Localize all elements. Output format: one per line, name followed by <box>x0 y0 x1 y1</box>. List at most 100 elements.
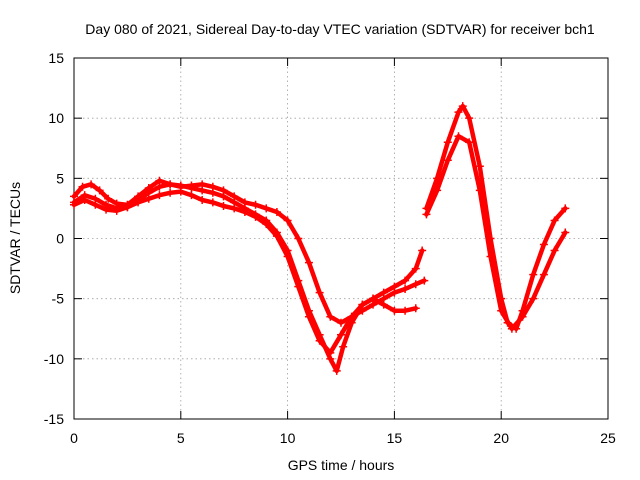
data-point-marker <box>80 195 89 204</box>
data-point-marker <box>411 280 420 289</box>
data-point-marker <box>104 194 113 203</box>
data-point-marker <box>283 216 292 225</box>
data-point-marker <box>262 220 271 229</box>
data-point-marker <box>379 288 388 297</box>
data-point-marker <box>112 206 121 215</box>
data-point-marker <box>326 348 335 357</box>
data-point-marker <box>91 200 100 209</box>
grid <box>74 58 608 419</box>
data-point-marker <box>332 366 341 375</box>
data-point-marker <box>358 300 367 309</box>
data-point-marker <box>411 304 420 313</box>
data-point-marker <box>337 330 345 339</box>
data-point-marker <box>251 200 260 209</box>
data-point-marker <box>219 202 228 211</box>
data-point-marker <box>198 186 207 195</box>
data-point-marker <box>401 306 410 315</box>
data-point-marker <box>401 276 410 285</box>
data-point-marker <box>187 183 196 192</box>
axis-ticks: 0 5 10 15 20 25 -15 -10 -5 0 5 10 15 <box>44 50 616 446</box>
data-point-marker <box>390 282 399 291</box>
data-point-marker <box>486 252 495 261</box>
data-point-marker <box>262 204 271 213</box>
series-line-track-3 <box>71 189 425 356</box>
data-point-marker <box>294 282 303 291</box>
data-point-marker <box>443 156 452 165</box>
data-point-marker <box>208 198 217 207</box>
y-tick-label: 5 <box>56 170 64 186</box>
data-point-marker <box>529 294 538 303</box>
y-tick-label: -5 <box>52 291 65 307</box>
y-tick-label: 0 <box>56 231 64 247</box>
data-point-marker <box>420 276 429 285</box>
series-line-track-5 <box>424 133 568 332</box>
x-tick-label: 5 <box>177 430 185 446</box>
data-point-marker <box>390 306 399 315</box>
data-point-marker <box>176 187 185 196</box>
x-axis-label: GPS time / hours <box>288 457 395 473</box>
data-point-marker <box>166 180 175 189</box>
data-point-marker <box>465 138 474 147</box>
data-point-marker <box>550 216 559 225</box>
data-point-marker <box>102 205 111 214</box>
data-point-marker <box>251 212 260 221</box>
data-point-marker <box>475 162 484 171</box>
data-point-marker <box>458 102 467 111</box>
data-point-marker <box>240 208 249 217</box>
x-tick-label: 25 <box>600 430 616 446</box>
data-point-marker <box>443 138 452 147</box>
y-tick-label: 15 <box>48 50 64 66</box>
data-point-marker <box>561 204 570 213</box>
data-point-marker <box>550 246 559 255</box>
data-point-marker <box>507 324 516 333</box>
data-point-marker <box>454 132 463 141</box>
data-point-marker <box>369 294 378 303</box>
x-tick-label: 0 <box>70 430 78 446</box>
data-point-marker <box>418 246 427 255</box>
series-line-track-4 <box>424 103 568 332</box>
data-point-marker <box>155 191 164 200</box>
x-tick-label: 20 <box>493 430 509 446</box>
data-point-marker <box>70 200 78 209</box>
x-tick-label: 10 <box>280 430 296 446</box>
data-point-marker <box>166 188 175 197</box>
data-point-marker <box>326 312 335 321</box>
y-axis-label: SDTVAR / TECUs <box>7 182 23 294</box>
data-point-marker <box>283 252 292 261</box>
data-point-marker <box>315 288 324 297</box>
data-point-marker <box>497 306 506 315</box>
data-point-marker <box>208 188 217 197</box>
data-point-marker <box>198 195 207 204</box>
data-point-marker <box>529 270 538 279</box>
data-point-marker <box>379 300 388 309</box>
data-point-marker <box>347 312 356 321</box>
data-point-marker <box>304 312 313 321</box>
y-tick-label: -15 <box>44 411 64 427</box>
data-point-marker <box>422 210 431 219</box>
data-point-marker <box>561 228 570 237</box>
chart-title: Day 080 of 2021, Sidereal Day-to-day VTE… <box>85 21 595 37</box>
x-tick-label: 15 <box>387 430 403 446</box>
data-point-marker <box>433 186 442 195</box>
data-point-marker <box>87 180 96 189</box>
data-point-marker <box>315 336 324 345</box>
data-point-marker <box>337 318 345 327</box>
data-point-marker <box>454 108 463 117</box>
data-point-marker <box>539 240 548 249</box>
data-point-marker <box>134 198 143 207</box>
data-point-marker <box>187 191 196 200</box>
data-point-marker <box>219 192 228 201</box>
data-point-marker <box>518 312 527 321</box>
data-point-marker <box>339 342 348 351</box>
y-tick-label: 10 <box>48 110 64 126</box>
data-point-marker <box>155 182 164 191</box>
y-tick-label: -10 <box>44 351 64 367</box>
data-point-marker <box>144 194 153 203</box>
series-group <box>70 102 570 375</box>
data-point-marker <box>304 258 313 267</box>
data-point-marker <box>465 114 474 123</box>
data-point-marker <box>272 208 281 217</box>
data-point-marker <box>230 204 239 213</box>
data-point-marker <box>475 186 484 195</box>
